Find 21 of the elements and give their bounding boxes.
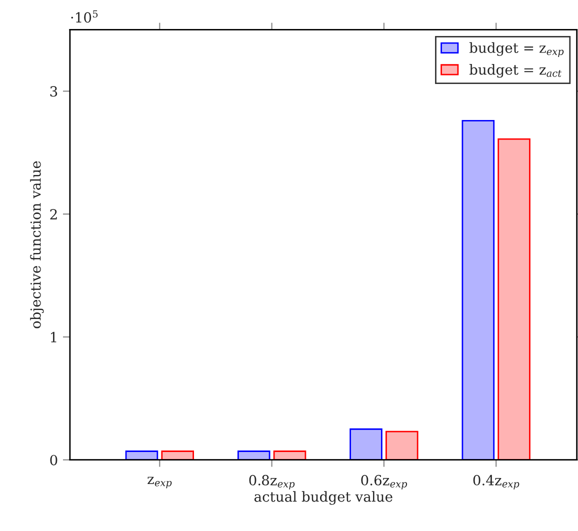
text: ·10$^{5}$ xyxy=(71,10,98,23)
bar xyxy=(386,430,418,460)
bar xyxy=(498,138,530,460)
x-tick-label: 0.6z$_{exp}$ xyxy=(361,474,408,490)
legend-label: budget = z$_{exp}$ xyxy=(469,42,564,57)
bar xyxy=(237,450,270,460)
bar xyxy=(273,450,306,460)
y-tick-label: 3 xyxy=(50,86,58,97)
legend-label: budget = z$_{act}$ xyxy=(469,64,562,78)
y-axis-title: objective function value xyxy=(30,161,44,328)
bar xyxy=(125,450,158,460)
bar xyxy=(161,450,194,460)
x-tick-label: z$_{exp}$ xyxy=(148,476,172,488)
x-axis-title: actual budget value xyxy=(254,491,392,505)
x-tick-label: 0.8z$_{exp}$ xyxy=(249,474,295,490)
bar xyxy=(350,428,382,460)
y-tick-label: 1 xyxy=(50,332,56,342)
bar xyxy=(462,120,495,460)
x-tick-label: 0.4z$_{exp}$ xyxy=(473,474,520,490)
y-tick-label: 0 xyxy=(50,454,58,466)
y-tick-label: 2 xyxy=(50,209,57,220)
